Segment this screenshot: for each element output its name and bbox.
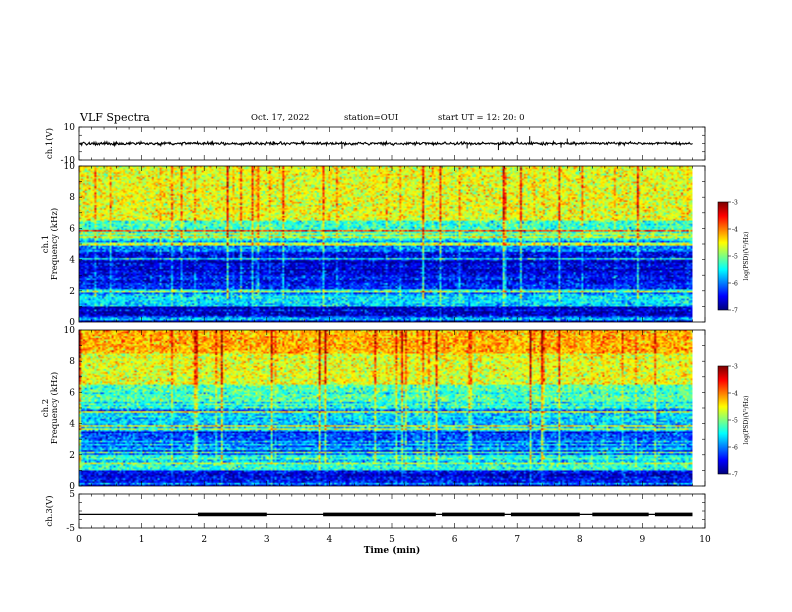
colorbar-tick-label: -7 xyxy=(732,308,738,315)
y-tick-label: 8 xyxy=(69,357,75,367)
y-tick-label: 6 xyxy=(69,388,75,398)
colorbar-tick-label: -3 xyxy=(732,200,738,207)
colorbar-label: log(PSD)(V²/Hz) xyxy=(743,232,750,281)
x-tick-label: 0 xyxy=(76,535,82,545)
x-tick-label: 9 xyxy=(640,535,646,545)
x-tick-label: 6 xyxy=(452,535,458,545)
colorbar-tick-label: -3 xyxy=(732,364,738,371)
y-axis-label: ch.1(V) xyxy=(44,128,55,159)
x-tick-label: 8 xyxy=(577,535,583,545)
y-tick-label: 5 xyxy=(69,490,75,500)
spectrogram-ch2-spectrogram xyxy=(79,330,693,486)
y-tick-label: 4 xyxy=(69,256,75,266)
y-tick-label: 0 xyxy=(69,482,75,492)
label-layer: -3 -4 -5 -6 -7 log(PSD)(V²/Hz) -3 -4 -5 -6 -7 log(P… xyxy=(41,123,750,556)
y-axis-label: Frequency (kHz) xyxy=(49,372,60,444)
y-tick-label: 10 xyxy=(64,123,76,133)
axes-layer xyxy=(78,126,731,529)
colorbar-tick-label: -4 xyxy=(732,227,738,234)
colorbar-tick-label: -6 xyxy=(732,281,738,288)
x-tick-label: 7 xyxy=(514,535,520,545)
y-tick-label: 10 xyxy=(64,326,76,336)
y-tick-label: 10 xyxy=(64,162,76,172)
x-tick-label: 4 xyxy=(327,535,333,545)
y-axis-label: Frequency (kHz) xyxy=(49,208,60,280)
y-tick-label: 4 xyxy=(69,420,75,430)
axes-frame-ch3-waveform xyxy=(78,493,706,529)
figure-title: VLF Spectra xyxy=(80,111,150,124)
waveform-layer xyxy=(78,136,693,517)
x-tick-label: 5 xyxy=(389,535,395,545)
y-tick-label: -5 xyxy=(66,524,75,534)
x-tick-label: 10 xyxy=(699,535,711,545)
colorbar-tick-label: -4 xyxy=(732,391,738,398)
colorbar-tick-label: -5 xyxy=(732,254,738,261)
colorbar-tick-label: -5 xyxy=(732,418,738,425)
x-tick-label: 2 xyxy=(201,535,207,545)
y-tick-label: -10 xyxy=(61,156,76,166)
y-tick-label: 0 xyxy=(69,318,75,328)
y-axis-label: ch.3(V) xyxy=(44,495,55,526)
y-tick-label: 2 xyxy=(69,287,75,297)
y-tick-label: 6 xyxy=(69,224,75,234)
spectrogram-layer xyxy=(79,166,728,486)
y-axis-label: ch.2 xyxy=(41,399,51,417)
y-tick-label: 2 xyxy=(69,451,75,461)
spectrogram-ch1-spectrogram xyxy=(79,166,693,322)
x-axis-label: Time (min) xyxy=(364,545,421,556)
y-axis-label: ch.1 xyxy=(41,235,51,253)
colorbar-label: log(PSD)(V²/Hz) xyxy=(743,396,750,445)
x-tick-label: 1 xyxy=(139,535,145,545)
recording-date: Oct. 17, 2022 xyxy=(251,113,310,123)
colorbar-tick-label: -6 xyxy=(732,445,738,452)
y-tick-label: 8 xyxy=(69,193,75,203)
colorbar-tick-label: -7 xyxy=(732,472,738,479)
colorbar-ch2-spectrogram xyxy=(718,366,728,474)
x-tick-label: 3 xyxy=(264,535,270,545)
station-label: station=OUI xyxy=(344,113,399,123)
colorbar-ch1-spectrogram xyxy=(718,202,728,310)
start-time-label: start UT = 12: 20: 0 xyxy=(438,113,525,123)
ch1-waveform-trace xyxy=(78,139,693,148)
